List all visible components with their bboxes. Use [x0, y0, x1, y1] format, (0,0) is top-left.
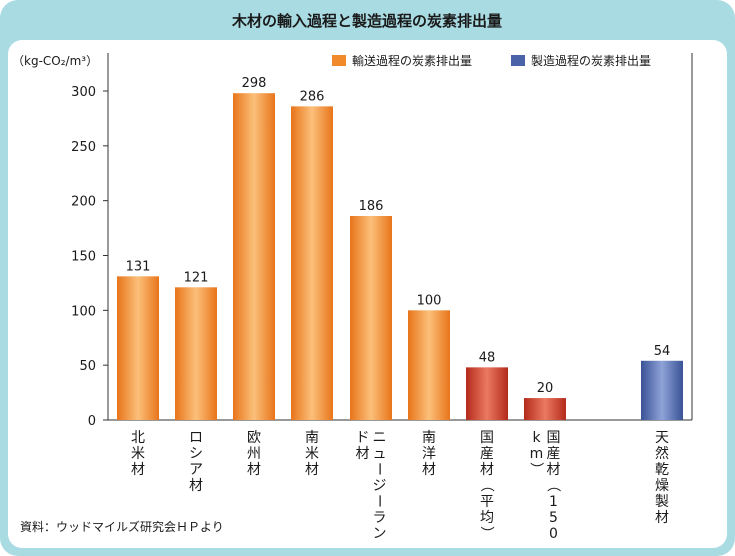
bar-1	[117, 276, 159, 420]
legend: 輸送過程の炭素排出量 製造過程の炭素排出量	[332, 53, 651, 68]
legend-label-manufacturing: 製造過程の炭素排出量	[531, 53, 651, 68]
bar-4	[291, 106, 333, 420]
bar-9	[641, 360, 683, 420]
category-char: シ	[189, 446, 203, 462]
category-char: 米	[305, 446, 319, 462]
bar-8	[524, 398, 566, 420]
category-label: 国産材（ 150 km）	[528, 430, 561, 542]
category-char: 然	[655, 445, 669, 462]
category-label: 国産材（ 平均）	[478, 430, 494, 540]
bar-value-label: 20	[537, 381, 554, 396]
category-char: ュ	[373, 446, 387, 462]
category-char: ）	[478, 526, 494, 540]
category-char: ロ	[189, 430, 203, 446]
bar-7	[466, 367, 508, 420]
category-label: 欧州材	[247, 430, 261, 478]
category-char: ア	[189, 462, 203, 478]
y-tick-label: 150	[71, 250, 96, 265]
category-char: 米	[131, 446, 145, 462]
category-label: 南米材	[305, 430, 319, 478]
category-char: ド	[356, 430, 370, 446]
bar-2	[175, 287, 217, 420]
legend-swatch-transport	[332, 55, 346, 66]
y-tick-label: 300	[71, 85, 96, 100]
category-char: ラ	[373, 510, 387, 526]
category-char: 0	[549, 526, 558, 542]
y-tick-label: 200	[71, 195, 96, 210]
category-char: ニ	[373, 430, 387, 446]
bar-6	[408, 310, 450, 420]
category-char: 北	[131, 430, 145, 446]
category-char: 産	[480, 446, 494, 462]
y-tick-label: 250	[71, 140, 96, 155]
category-char: 産	[547, 446, 561, 462]
category-char: 国	[547, 430, 561, 446]
bar-value-label: 186	[359, 199, 384, 214]
y-tick-label: 0	[88, 414, 96, 429]
category-char: 国	[480, 430, 494, 446]
category-label: 北米材	[131, 430, 145, 478]
y-tick-label: 100	[71, 304, 96, 319]
category-labels: 北米材ロシア材欧州材南米材ニュージーランド材南洋材国産材（平均）国産材（150k…	[131, 430, 669, 542]
y-axis-unit-label: （kg-CO₂/m³）	[12, 54, 98, 68]
category-char: 洋	[422, 446, 436, 462]
legend-swatch-manufacturing	[511, 55, 525, 66]
category-char: 材	[247, 462, 261, 478]
category-char: ）	[528, 462, 544, 476]
bar-5	[350, 216, 392, 420]
category-char: k	[532, 430, 541, 446]
bar-value-label: 100	[417, 293, 442, 308]
category-char: （	[545, 478, 561, 492]
legend-label-transport: 輸送過程の炭素排出量	[352, 53, 472, 68]
category-char: 燥	[655, 478, 669, 494]
category-char: 材	[131, 462, 145, 478]
category-char: 州	[247, 446, 261, 462]
category-char: 1	[549, 494, 558, 510]
bar-value-label: 298	[242, 76, 267, 91]
category-char: ー	[371, 462, 387, 476]
y-ticks: 0 50 100 150 200 250 300	[71, 85, 108, 429]
category-char: 均	[480, 510, 494, 526]
category-char: 南	[305, 430, 319, 446]
bar-value-label: 54	[654, 344, 671, 359]
chart-title: 木材の輸入過程と製造過程の炭素排出量	[231, 12, 502, 30]
category-char: 南	[422, 430, 436, 446]
category-char: 欧	[247, 430, 261, 446]
category-char: 乾	[655, 462, 669, 478]
category-char: ジ	[373, 478, 387, 494]
category-char: 材	[189, 478, 203, 494]
category-char: 材	[547, 462, 561, 478]
category-char: ン	[373, 526, 387, 542]
category-char: m	[530, 446, 544, 462]
bar-value-label: 48	[479, 350, 496, 365]
bar-value-label: 131	[126, 259, 151, 274]
category-char: 材	[422, 462, 436, 478]
category-char: 天	[655, 430, 669, 446]
category-char: 製	[655, 494, 669, 510]
bar-3	[233, 93, 275, 421]
bar-value-label: 121	[184, 270, 209, 285]
category-label: 南洋材	[422, 430, 436, 478]
category-char: 材	[655, 510, 669, 526]
category-char: 材	[305, 462, 319, 478]
category-char: ー	[371, 494, 387, 508]
category-char: 平	[480, 494, 494, 510]
category-char: 5	[549, 510, 558, 526]
source-note: 資料：ウッドマイルズ研究会ＨＰより	[20, 519, 224, 534]
bars: 131 121 298 286 186 100 48 20 54	[117, 76, 683, 421]
category-char: （	[478, 478, 494, 492]
category-char: 材	[356, 446, 370, 462]
category-char: 材	[480, 462, 494, 478]
y-tick-label: 50	[79, 359, 96, 374]
bar-value-label: 286	[300, 89, 325, 104]
